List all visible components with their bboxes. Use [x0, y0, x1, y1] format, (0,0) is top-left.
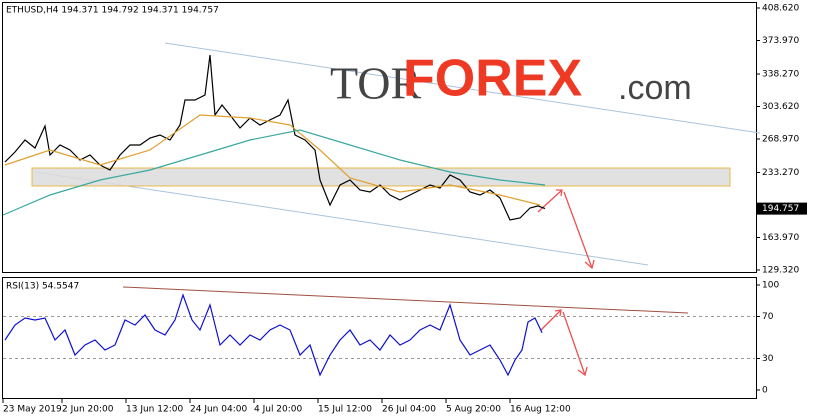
logo-prefix: TOR — [330, 58, 421, 109]
y-tick-label: 30 — [762, 354, 774, 364]
x-tick-label: 16 Aug 12:00 — [510, 405, 571, 415]
arrowhead — [554, 309, 562, 317]
resistance-zone — [31, 167, 731, 187]
y-tick-label: 233.270 — [762, 168, 799, 178]
x-tick-label: 13 Jun 12:00 — [126, 405, 183, 415]
series-line — [4, 114, 541, 206]
channel-line — [164, 42, 761, 134]
rsi-title: RSI(13) 54.5547 — [6, 282, 79, 292]
series-line — [4, 54, 546, 221]
y-tick-label: 129.320 — [762, 266, 799, 276]
y-tick-label: 408.620 — [762, 4, 799, 14]
x-tick-label: 5 Aug 20:00 — [446, 405, 501, 415]
price-tag — [757, 202, 807, 215]
logo-suffix: .com — [618, 69, 692, 107]
arrow — [563, 191, 593, 269]
arrowhead — [556, 189, 563, 197]
y-tick-label: 0 — [762, 386, 768, 396]
main-title: ETHUSD,H4 194.371 194.792 194.371 194.75… — [6, 6, 219, 16]
y-tick-label: 338.270 — [762, 69, 799, 79]
arrow — [537, 189, 563, 213]
rsi-trend-line — [122, 286, 689, 314]
arrow — [540, 309, 562, 331]
arrowhead — [577, 366, 588, 377]
series-line — [4, 293, 543, 377]
series-line — [2, 129, 546, 216]
watermark: TOR FOREX .com — [330, 50, 692, 109]
arrow — [562, 311, 586, 376]
x-tick-label: 2 Jun 20:00 — [62, 405, 114, 415]
channel-line — [34, 171, 649, 266]
y-tick-label: 303.620 — [762, 102, 799, 112]
forecast-arrows — [537, 189, 595, 377]
y-tick-label: 163.970 — [762, 233, 799, 243]
x-tick-label: 15 Jul 12:00 — [318, 405, 372, 415]
x-tick-label: 26 Jul 04:00 — [382, 405, 436, 415]
main-panel — [2, 2, 757, 273]
y-tick-label: 100 — [762, 281, 779, 291]
x-tick-label: 24 Jun 04:00 — [190, 405, 247, 415]
y-tick-label: 373.970 — [762, 36, 799, 46]
y-tick-label: 268.970 — [762, 135, 799, 145]
logo-brand: FOREX — [403, 50, 582, 108]
price-tag-label: 194.757 — [762, 204, 799, 214]
arrowhead — [584, 259, 595, 270]
x-tick-label: 4 Jul 20:00 — [254, 405, 303, 415]
y-tick-label: 70 — [762, 312, 774, 322]
x-tick-label: 23 May 2019 — [3, 405, 62, 415]
rsi-panel — [2, 277, 757, 399]
